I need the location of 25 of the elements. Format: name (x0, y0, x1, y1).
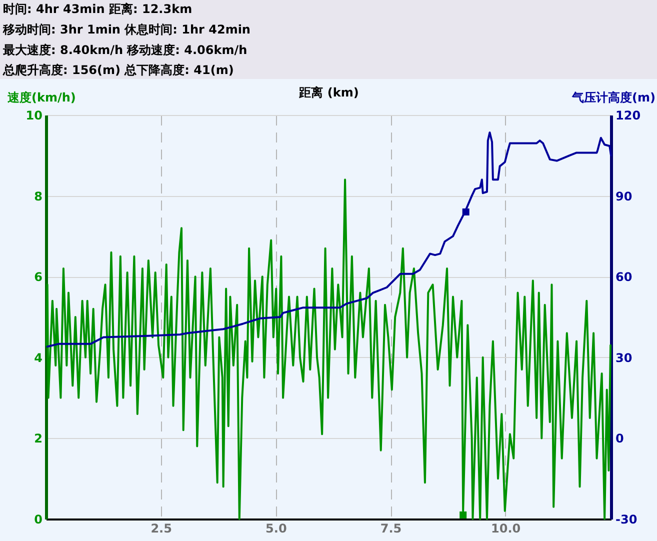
x-tick-label: 10.0 (491, 522, 521, 536)
y-tick-label: 4 (34, 350, 42, 365)
y-tick-label: 8 (34, 189, 42, 204)
x-tick-label: 7.5 (380, 522, 402, 536)
x-tick-label: 5.0 (266, 522, 287, 536)
y2-tick-label: 30 (616, 350, 632, 365)
text: 时间: 4hr 43min 距离: 12.3km (3, 2, 192, 16)
text: 移动时间: 3hr 1min 休息时间: 1hr 42min (2, 22, 250, 36)
y-tick-label: 10 (26, 108, 42, 122)
x-tick-label: 2.5 (150, 522, 172, 536)
y-tick-label: 6 (34, 270, 42, 284)
y-tick-label: 0 (34, 512, 42, 526)
line-series (46, 132, 612, 348)
text: 总爬升高度: 156(m) 总下降高度: 41(m) (2, 63, 234, 78)
y2-tick-label: 90 (616, 189, 632, 204)
y-axis-title: 速度(km/h) (6, 90, 76, 104)
y2-tick-label: 120 (616, 108, 641, 122)
y2-tick-label: 60 (616, 270, 632, 284)
y-tick-label: 2 (34, 432, 42, 446)
y2-axis-title: 气压计高度(m) (571, 90, 656, 104)
x-axis-title: 距离 (km) (298, 86, 359, 100)
y2-tick-label: 0 (616, 432, 624, 446)
text: 最大速度: 8.40km/h 移动速度: 4.06km/h (2, 42, 248, 57)
y2-tick-label: -30 (616, 512, 638, 526)
line-series (45, 178, 612, 520)
